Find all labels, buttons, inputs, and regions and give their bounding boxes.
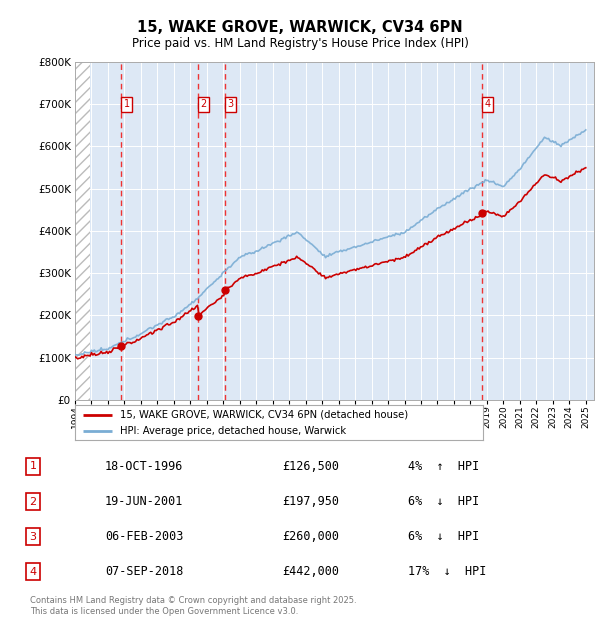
- Text: 1: 1: [124, 99, 130, 109]
- Text: 17%  ↓  HPI: 17% ↓ HPI: [408, 565, 487, 578]
- Text: 3: 3: [227, 99, 233, 109]
- Bar: [75, 62, 90, 400]
- Text: £442,000: £442,000: [282, 565, 339, 578]
- Text: 3: 3: [29, 531, 37, 541]
- Text: 06-FEB-2003: 06-FEB-2003: [105, 530, 184, 543]
- Text: £260,000: £260,000: [282, 530, 339, 543]
- Text: 6%  ↓  HPI: 6% ↓ HPI: [408, 495, 479, 508]
- Text: £197,950: £197,950: [282, 495, 339, 508]
- Text: Contains HM Land Registry data © Crown copyright and database right 2025.: Contains HM Land Registry data © Crown c…: [30, 596, 356, 604]
- Text: 4%  ↑  HPI: 4% ↑ HPI: [408, 460, 479, 473]
- Text: 6%  ↓  HPI: 6% ↓ HPI: [408, 530, 479, 543]
- Text: 15, WAKE GROVE, WARWICK, CV34 6PN: 15, WAKE GROVE, WARWICK, CV34 6PN: [137, 20, 463, 35]
- Text: 15, WAKE GROVE, WARWICK, CV34 6PN (detached house): 15, WAKE GROVE, WARWICK, CV34 6PN (detac…: [120, 410, 408, 420]
- Text: This data is licensed under the Open Government Licence v3.0.: This data is licensed under the Open Gov…: [30, 607, 298, 616]
- Text: Price paid vs. HM Land Registry's House Price Index (HPI): Price paid vs. HM Land Registry's House …: [131, 37, 469, 50]
- Text: 19-JUN-2001: 19-JUN-2001: [105, 495, 184, 508]
- Text: 1: 1: [29, 461, 37, 471]
- Text: 2: 2: [29, 497, 37, 507]
- Text: 4: 4: [29, 567, 37, 577]
- Text: £126,500: £126,500: [282, 460, 339, 473]
- Text: 18-OCT-1996: 18-OCT-1996: [105, 460, 184, 473]
- Text: HPI: Average price, detached house, Warwick: HPI: Average price, detached house, Warw…: [120, 427, 346, 436]
- Text: 07-SEP-2018: 07-SEP-2018: [105, 565, 184, 578]
- Text: 4: 4: [484, 99, 490, 109]
- Text: 2: 2: [200, 99, 207, 109]
